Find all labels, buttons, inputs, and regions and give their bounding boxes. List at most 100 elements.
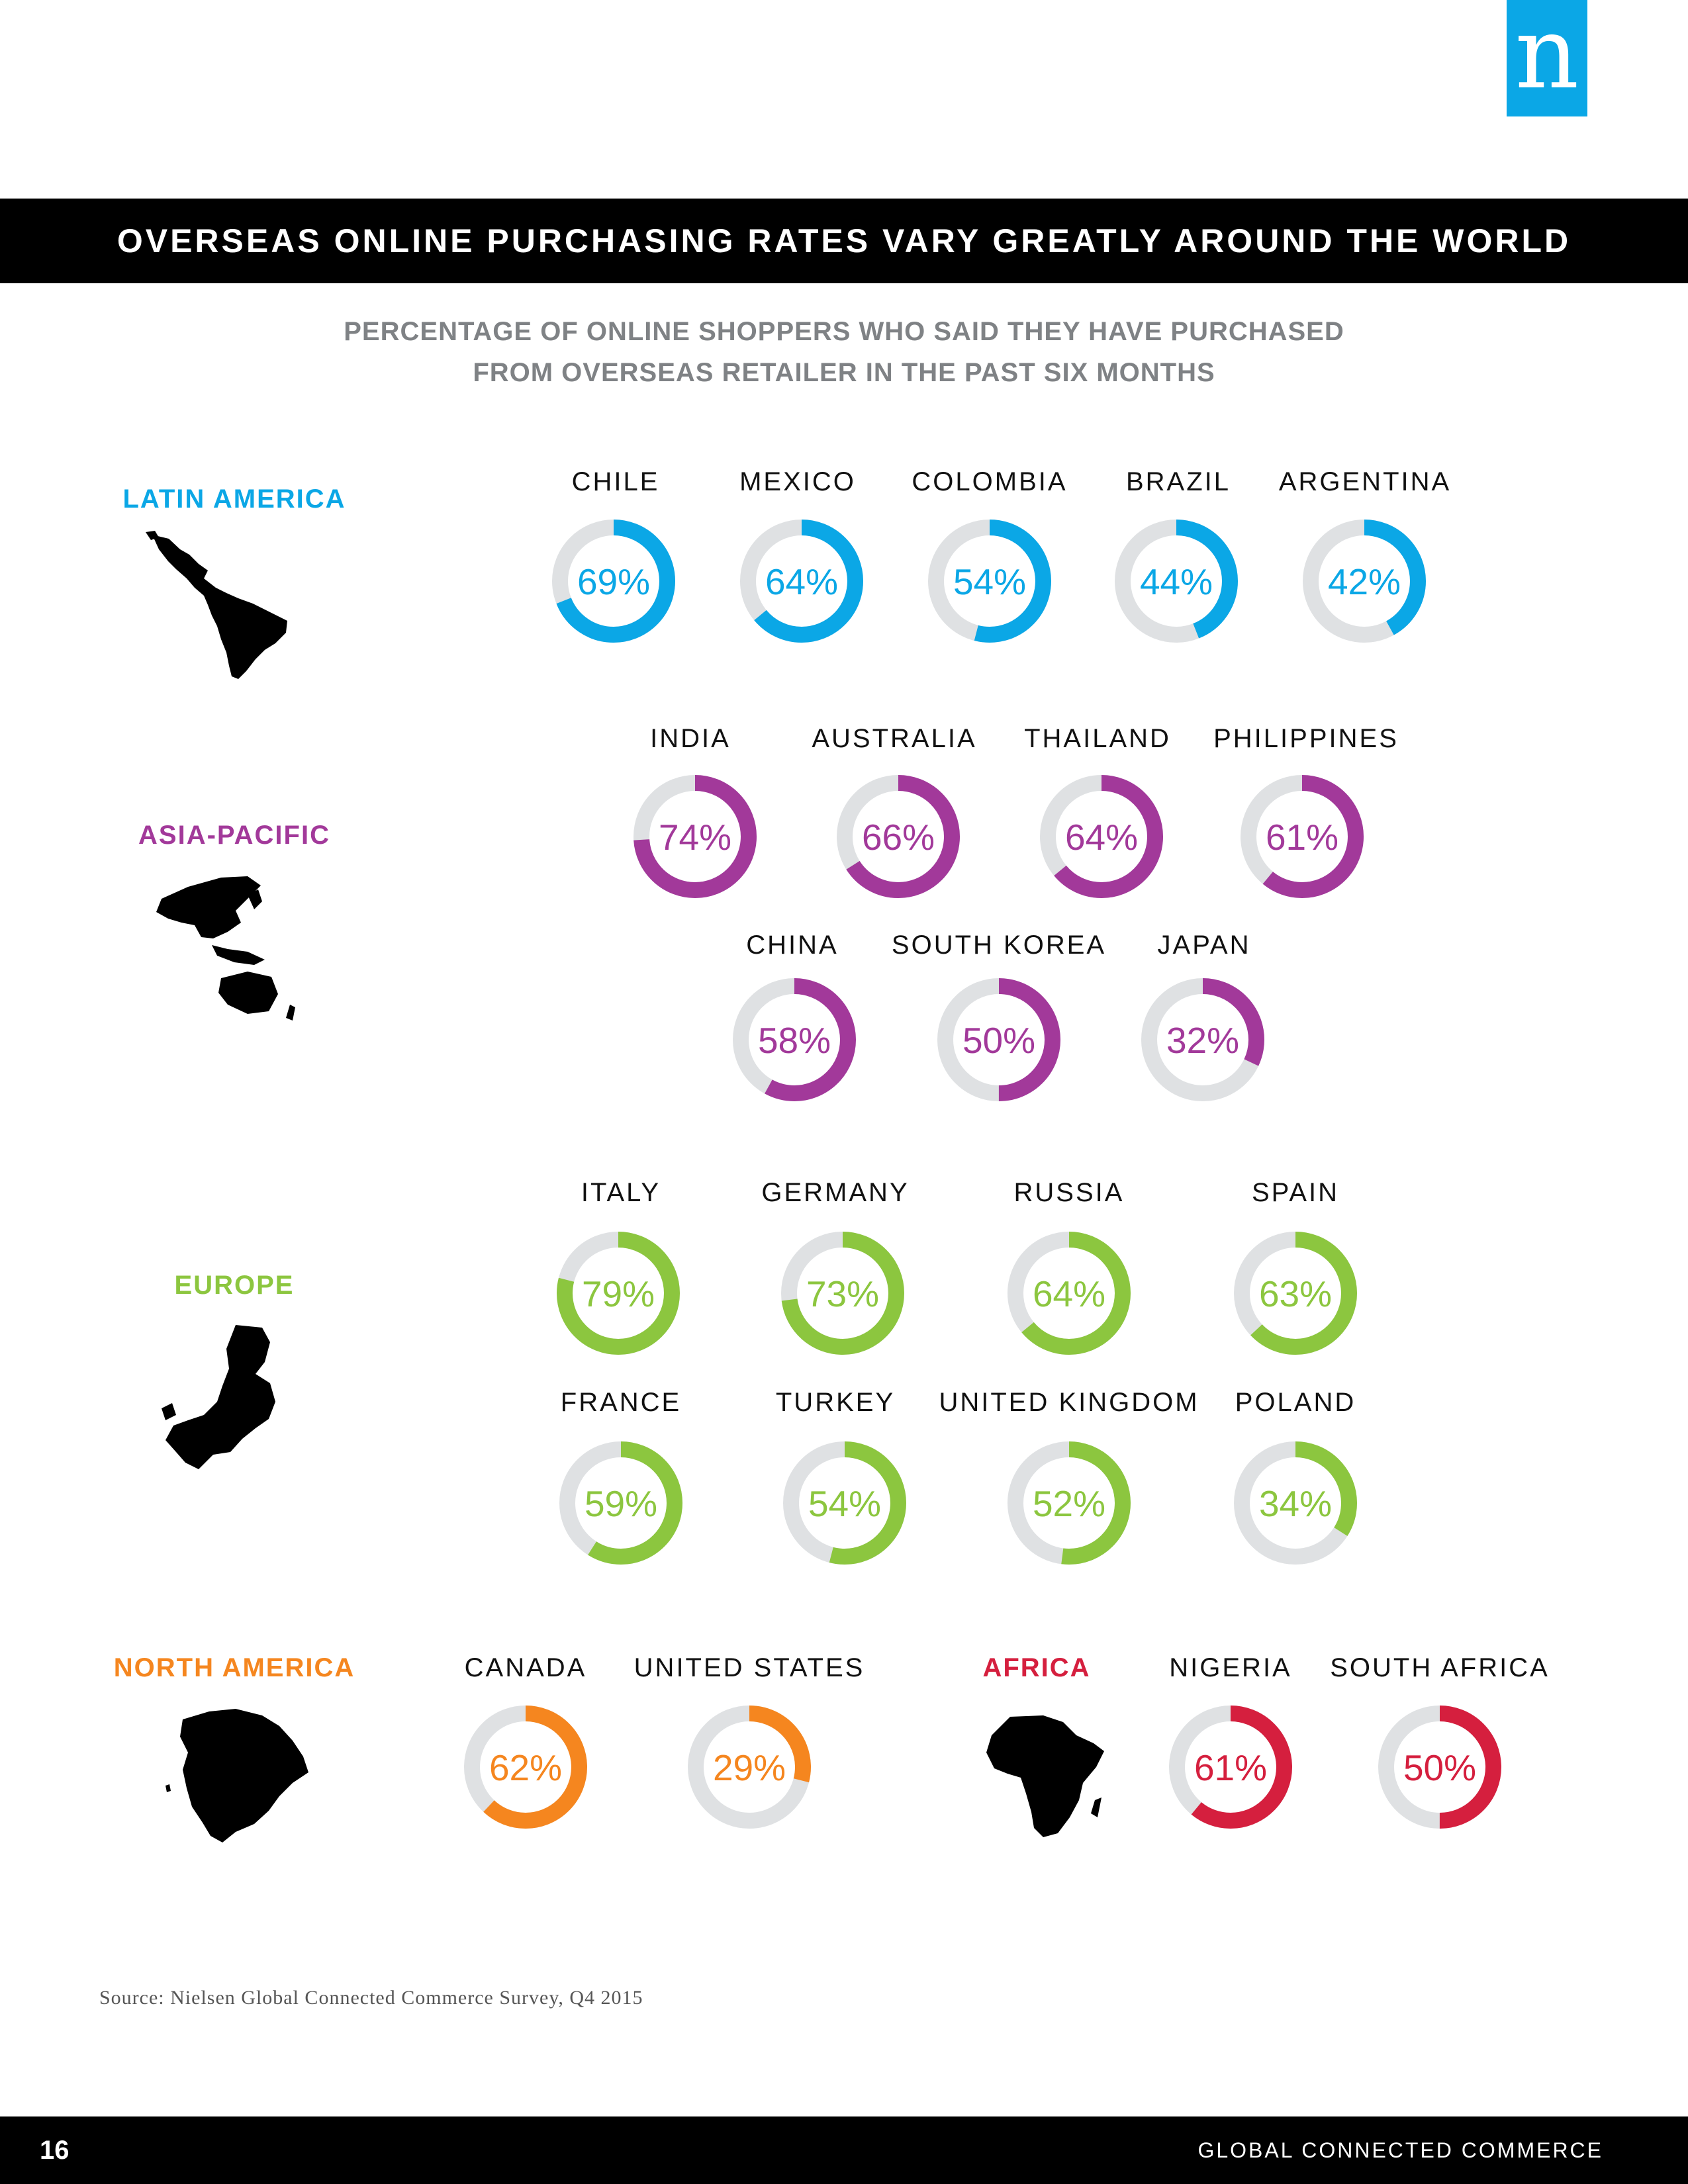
subtitle-line-2: FROM OVERSEAS RETAILER IN THE PAST SIX M… — [473, 358, 1215, 387]
donut-label-poland: 34% — [1259, 1483, 1332, 1524]
country-label-turkey: TURKEY — [775, 1388, 896, 1417]
donut-japan: 32% — [1141, 978, 1264, 1101]
donut-australia: 66% — [837, 775, 960, 898]
donut-label-colombia: 54% — [953, 561, 1026, 602]
country-label-brazil: BRAZIL — [1125, 467, 1231, 496]
region-label-asia-pacific: ASIA-PACIFIC — [138, 821, 330, 850]
donut-india: 74% — [633, 775, 757, 898]
country-label-argentina: ARGENTINA — [1278, 467, 1452, 496]
country-label-spain: SPAIN — [1251, 1178, 1340, 1207]
donut-label-south-africa: 50% — [1403, 1747, 1476, 1788]
north-america-map-icon — [165, 1709, 308, 1843]
region-label-africa: AFRICA — [982, 1653, 1091, 1682]
country-label-france: FRANCE — [560, 1388, 682, 1417]
country-label-nigeria: NIGERIA — [1169, 1653, 1292, 1682]
donut-colombia: 54% — [928, 520, 1051, 643]
page-number: 16 — [40, 2136, 70, 2165]
donut-germany: 73% — [781, 1232, 904, 1355]
country-label-chile: CHILE — [571, 467, 660, 496]
donut-south-korea: 50% — [937, 978, 1060, 1101]
donut-arc-india — [633, 775, 757, 898]
donut-label-russia: 64% — [1033, 1273, 1105, 1314]
donut-label-mexico: 64% — [765, 561, 838, 602]
donut-spain: 63% — [1234, 1232, 1357, 1355]
africa-map-icon — [986, 1715, 1104, 1837]
donut-arc-spain — [1234, 1232, 1357, 1355]
country-label-australia: AUSTRALIA — [812, 724, 977, 753]
asia-pacific-map-icon — [156, 876, 295, 1021]
donut-arc-south-korea — [937, 978, 1060, 1101]
donut-canada: 62% — [464, 1706, 587, 1829]
donut-label-united-kingdom: 52% — [1033, 1483, 1105, 1524]
country-label-japan: JAPAN — [1157, 931, 1251, 960]
country-label-thailand: THAILAND — [1024, 724, 1171, 753]
donut-arc-germany — [781, 1232, 904, 1355]
country-label-colombia: COLOMBIA — [912, 467, 1068, 496]
logo-letter: n — [1515, 0, 1579, 111]
region-label-europe: EUROPE — [174, 1271, 295, 1300]
donut-chile: 69% — [552, 520, 675, 643]
publication-title: GLOBAL CONNECTED COMMERCE — [1197, 2138, 1603, 2162]
country-label-russia: RUSSIA — [1013, 1178, 1125, 1207]
donut-arc-argentina — [1303, 520, 1426, 643]
donut-united-kingdom: 52% — [1008, 1441, 1131, 1565]
europe-map-icon — [162, 1325, 275, 1469]
donut-label-japan: 32% — [1166, 1020, 1239, 1061]
country-label-philippines: PHILIPPINES — [1213, 724, 1399, 753]
donut-arc-brazil — [1115, 520, 1238, 643]
donut-arc-thailand — [1040, 775, 1163, 898]
donut-turkey: 54% — [783, 1441, 906, 1565]
donut-label-spain: 63% — [1259, 1273, 1332, 1314]
donut-arc-australia — [837, 775, 960, 898]
donut-label-nigeria: 61% — [1194, 1747, 1267, 1788]
donut-label-brazil: 44% — [1140, 561, 1213, 602]
region-label-north-america: NORTH AMERICA — [113, 1653, 355, 1682]
region-label-latin-america: LATIN AMERICA — [122, 484, 346, 514]
donut-thailand: 64% — [1040, 775, 1163, 898]
donut-arc-russia — [1008, 1232, 1131, 1355]
country-label-south-africa: SOUTH AFRICA — [1330, 1653, 1550, 1682]
donut-arc-colombia — [928, 520, 1051, 643]
donut-mexico: 64% — [740, 520, 863, 643]
country-label-india: INDIA — [650, 724, 731, 753]
donut-nigeria: 61% — [1169, 1706, 1292, 1829]
donut-arc-italy — [557, 1232, 680, 1355]
donut-label-chile: 69% — [577, 561, 650, 602]
page-title: OVERSEAS ONLINE PURCHASING RATES VARY GR… — [0, 199, 1688, 283]
donut-label-canada: 62% — [489, 1747, 562, 1788]
donut-arc-united-states — [688, 1706, 811, 1829]
chart-subtitle: PERCENTAGE OF ONLINE SHOPPERS WHO SAID T… — [0, 311, 1688, 393]
donut-label-india: 74% — [659, 817, 731, 858]
country-label-south-korea: SOUTH KOREA — [891, 931, 1107, 960]
page-footer: 16 GLOBAL CONNECTED COMMERCE — [0, 2116, 1688, 2184]
country-label-poland: POLAND — [1235, 1388, 1356, 1417]
donut-label-argentina: 42% — [1328, 561, 1401, 602]
donut-arc-poland — [1234, 1441, 1357, 1565]
country-label-germany: GERMANY — [761, 1178, 910, 1207]
donut-arc-united-kingdom — [1008, 1441, 1131, 1565]
donut-china: 58% — [733, 978, 856, 1101]
donut-russia: 64% — [1008, 1232, 1131, 1355]
donut-brazil: 44% — [1115, 520, 1238, 643]
donut-arc-canada — [464, 1706, 587, 1829]
donut-arc-japan — [1141, 978, 1264, 1101]
donut-poland: 34% — [1234, 1441, 1357, 1565]
country-label-italy: ITALY — [581, 1178, 661, 1207]
donut-label-italy: 79% — [582, 1273, 655, 1314]
donut-label-philippines: 61% — [1266, 817, 1338, 858]
donut-arc-mexico — [740, 520, 863, 643]
donut-label-france: 59% — [585, 1483, 657, 1524]
donut-philippines: 61% — [1241, 775, 1364, 898]
donut-label-turkey: 54% — [808, 1483, 881, 1524]
donut-arc-philippines — [1241, 775, 1364, 898]
latin-america-map-icon — [146, 531, 287, 679]
donut-france: 59% — [559, 1441, 682, 1565]
donut-label-china: 58% — [758, 1020, 831, 1061]
donut-label-south-korea: 50% — [962, 1020, 1035, 1061]
donut-united-states: 29% — [688, 1706, 811, 1829]
brand-logo: n — [1507, 0, 1587, 116]
donut-label-germany: 73% — [806, 1273, 879, 1314]
country-label-united-kingdom: UNITED KINGDOM — [939, 1388, 1199, 1417]
donut-south-africa: 50% — [1378, 1706, 1501, 1829]
donut-arc-france — [559, 1441, 682, 1565]
